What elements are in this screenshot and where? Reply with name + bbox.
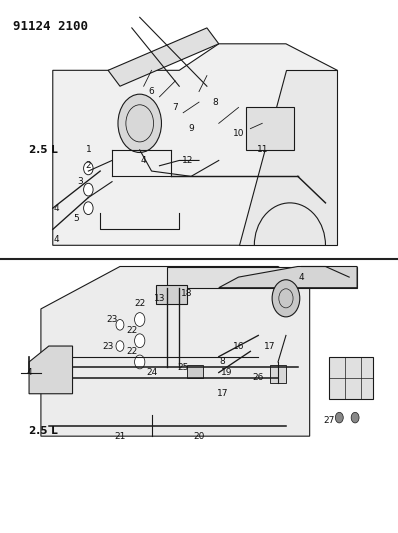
Circle shape xyxy=(116,319,124,330)
Text: 4: 4 xyxy=(141,156,146,165)
Text: 21: 21 xyxy=(114,432,126,441)
Circle shape xyxy=(336,413,343,423)
Circle shape xyxy=(84,202,93,215)
Text: 18: 18 xyxy=(181,288,193,297)
FancyBboxPatch shape xyxy=(156,285,187,304)
Text: 23: 23 xyxy=(106,315,118,324)
Text: 22: 22 xyxy=(134,299,145,308)
Text: 13: 13 xyxy=(154,294,165,303)
Text: 2.5 L: 2.5 L xyxy=(29,145,58,155)
Text: 1: 1 xyxy=(86,146,91,155)
Text: 9: 9 xyxy=(188,124,194,133)
Text: 26: 26 xyxy=(253,373,264,382)
Text: 12: 12 xyxy=(181,156,193,165)
Polygon shape xyxy=(53,44,338,245)
Polygon shape xyxy=(41,266,310,436)
Text: 7: 7 xyxy=(172,103,178,112)
Text: 8: 8 xyxy=(212,98,218,107)
Polygon shape xyxy=(238,70,338,245)
Text: 2.5 L: 2.5 L xyxy=(29,426,58,436)
Text: 6: 6 xyxy=(149,87,154,96)
FancyBboxPatch shape xyxy=(330,357,373,399)
Text: 91124 2100: 91124 2100 xyxy=(13,20,88,33)
Circle shape xyxy=(135,313,145,326)
Text: 22: 22 xyxy=(126,326,137,335)
Polygon shape xyxy=(29,346,72,394)
Circle shape xyxy=(135,334,145,348)
Text: 4: 4 xyxy=(54,204,60,213)
Text: 2: 2 xyxy=(86,161,91,170)
Text: 17: 17 xyxy=(217,389,228,398)
Text: 4: 4 xyxy=(299,272,304,281)
Text: 27: 27 xyxy=(324,416,335,425)
Text: 24: 24 xyxy=(146,368,157,377)
FancyBboxPatch shape xyxy=(246,108,294,150)
Text: 19: 19 xyxy=(221,368,232,377)
Text: 5: 5 xyxy=(74,214,79,223)
Text: 10: 10 xyxy=(233,130,244,139)
Circle shape xyxy=(351,413,359,423)
FancyBboxPatch shape xyxy=(187,365,203,378)
Text: 20: 20 xyxy=(193,432,205,441)
Circle shape xyxy=(116,341,124,351)
Polygon shape xyxy=(168,266,357,288)
Circle shape xyxy=(84,162,93,175)
Text: 8: 8 xyxy=(220,358,226,367)
Text: 4: 4 xyxy=(26,368,32,377)
Circle shape xyxy=(118,94,162,152)
FancyBboxPatch shape xyxy=(270,365,286,383)
Polygon shape xyxy=(108,28,219,86)
Text: 17: 17 xyxy=(264,342,276,351)
Text: 16: 16 xyxy=(233,342,244,351)
Text: 25: 25 xyxy=(178,363,189,372)
Text: 23: 23 xyxy=(102,342,114,351)
Circle shape xyxy=(135,355,145,369)
Circle shape xyxy=(272,280,300,317)
Polygon shape xyxy=(219,266,357,288)
Text: 22: 22 xyxy=(126,347,137,356)
Text: 3: 3 xyxy=(78,177,83,186)
Text: 11: 11 xyxy=(256,146,268,155)
Circle shape xyxy=(84,183,93,196)
Text: 4: 4 xyxy=(54,236,60,245)
